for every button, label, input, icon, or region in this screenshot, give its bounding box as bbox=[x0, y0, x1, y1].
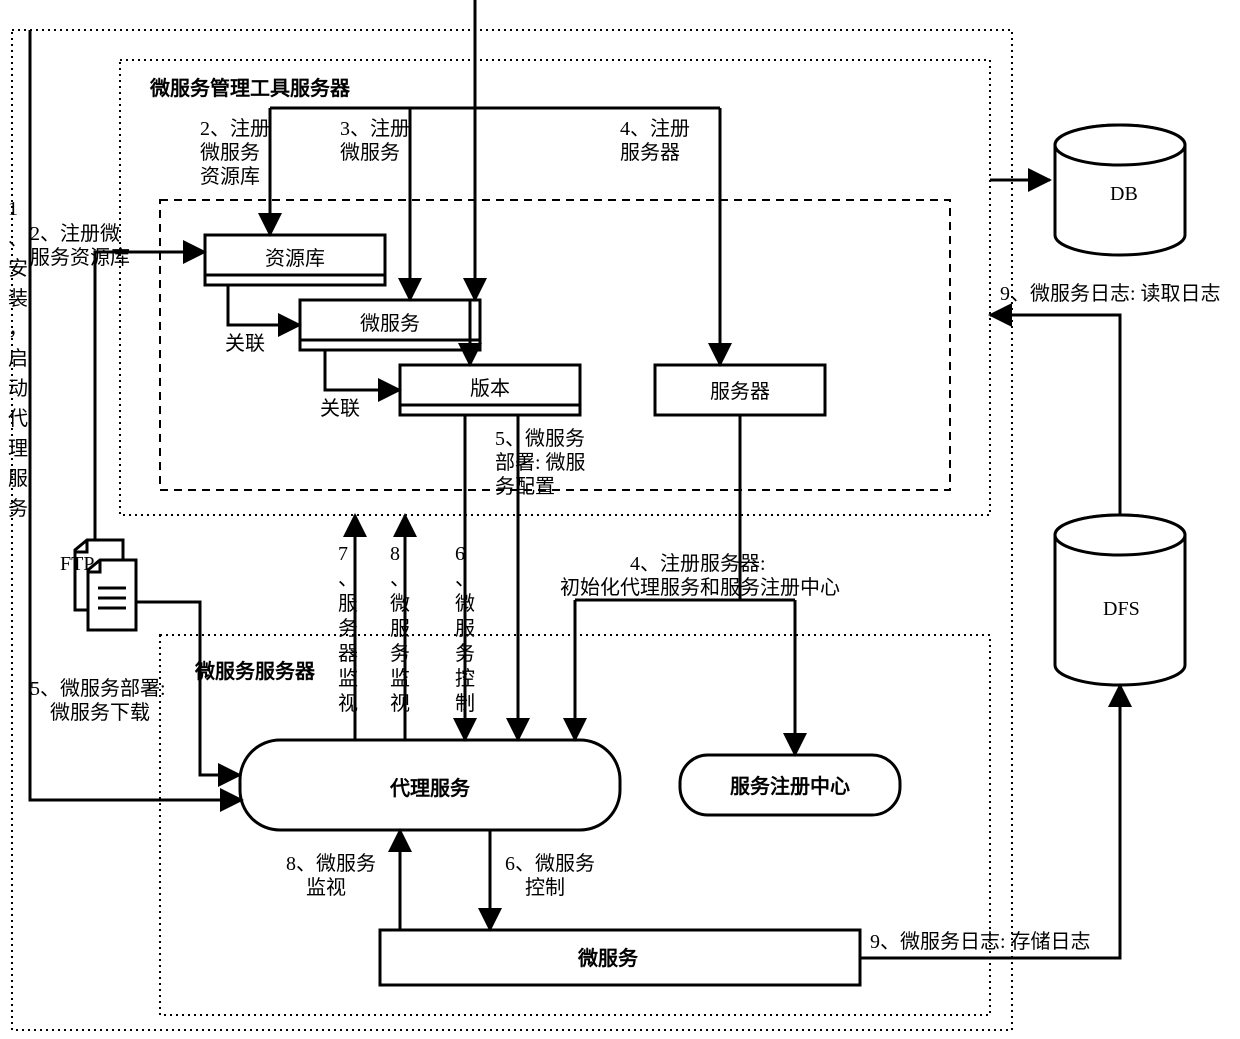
edge-repo-msvc bbox=[228, 285, 300, 325]
svg-text:微: 微 bbox=[455, 592, 475, 615]
label-9a: 9、微服务日志: 存储日志 bbox=[870, 930, 1091, 953]
node-microservice-label: 微服务 bbox=[360, 312, 420, 335]
svg-text:7: 7 bbox=[338, 543, 348, 565]
node-server-label: 服务器 bbox=[710, 380, 770, 403]
label-6t: 6 、 微 服 务 控 制 bbox=[455, 543, 475, 715]
svg-text:，: ， bbox=[8, 318, 28, 340]
edge-msvc-ver bbox=[325, 350, 400, 390]
label-3-top: 3、注册微服务 bbox=[340, 117, 410, 164]
svg-text:6: 6 bbox=[455, 543, 465, 565]
svg-text:、: 、 bbox=[8, 228, 28, 250]
label-8b: 8、微服务监视 bbox=[286, 852, 376, 899]
dfs-cylinder: DFS bbox=[1055, 515, 1185, 685]
svg-text:服: 服 bbox=[338, 593, 358, 615]
node-server: 服务器 bbox=[655, 365, 825, 415]
svg-text:控: 控 bbox=[455, 667, 475, 690]
db-cylinder: DB bbox=[1055, 125, 1185, 255]
svg-text:器: 器 bbox=[338, 643, 358, 665]
diagram-canvas: 微服务管理工具服务器 资源库 微服务 版本 服务器 关联 关联 微服务服务器 代… bbox=[0, 0, 1240, 1039]
label-4-top: 4、注册服务器 bbox=[620, 117, 690, 164]
node-repo-label: 资源库 bbox=[265, 247, 325, 270]
svg-text:1: 1 bbox=[8, 198, 18, 220]
edge-9a bbox=[860, 685, 1120, 958]
label-2-top: 2、注册微服务资源库 bbox=[200, 117, 270, 188]
label-9b: 9、微服务日志: 读取日志 bbox=[1000, 282, 1221, 305]
outer-dotted-box bbox=[12, 30, 1012, 1030]
node-version-label: 版本 bbox=[470, 377, 510, 400]
label-6b: 6、微服务控制 bbox=[505, 852, 595, 899]
svg-text:服: 服 bbox=[455, 618, 475, 640]
svg-text:、: 、 bbox=[455, 568, 475, 590]
svg-text:务: 务 bbox=[390, 642, 410, 665]
label-2b: 2、注册微服务资源库 bbox=[30, 222, 130, 269]
label-4b: 4、注册服务器:初始化代理服务和服务注册中心 bbox=[560, 552, 840, 599]
node-microservice: 微服务 bbox=[300, 300, 480, 350]
node-repo: 资源库 bbox=[205, 235, 385, 285]
node-version: 版本 bbox=[400, 365, 580, 415]
svg-text:动: 动 bbox=[8, 377, 28, 400]
label-8t: 8 、 微 服 务 监 视 bbox=[390, 543, 410, 715]
svg-text:、: 、 bbox=[338, 568, 358, 590]
label-1: 1 、 安 装 ， 启 动 代 理 服 务 bbox=[8, 198, 28, 520]
label-7: 7 、 服 务 器 监 视 bbox=[338, 543, 358, 715]
label-5a: 5、微服务部署: 微服务配置 bbox=[495, 427, 586, 498]
mgmt-server-title: 微服务管理工具服务器 bbox=[149, 76, 351, 100]
svg-text:务: 务 bbox=[455, 642, 475, 665]
svg-text:视: 视 bbox=[390, 692, 410, 715]
svg-text:微: 微 bbox=[390, 592, 410, 615]
ftp-icon: FTP bbox=[60, 540, 136, 630]
svg-text:服: 服 bbox=[8, 468, 28, 490]
edge-msvc-ver-label: 关联 bbox=[320, 397, 360, 420]
svg-text:安: 安 bbox=[8, 257, 28, 280]
svg-text:监: 监 bbox=[338, 667, 358, 690]
dfs-label: DFS bbox=[1103, 598, 1140, 620]
svg-text:务: 务 bbox=[338, 617, 358, 640]
ftp-label: FTP bbox=[60, 553, 94, 575]
svg-text:代: 代 bbox=[8, 407, 28, 430]
edge-repo-msvc-label: 关联 bbox=[225, 332, 265, 355]
node-micro-label: 微服务 bbox=[577, 946, 639, 970]
svg-text:启: 启 bbox=[8, 347, 28, 370]
svg-text:监: 监 bbox=[390, 667, 410, 690]
app-server-title: 微服务服务器 bbox=[194, 659, 316, 683]
svg-text:视: 视 bbox=[338, 692, 358, 715]
svg-text:制: 制 bbox=[455, 692, 475, 715]
svg-text:装: 装 bbox=[8, 287, 28, 310]
db-label: DB bbox=[1110, 183, 1138, 205]
label-5b: 5、微服务部署:微服务下载 bbox=[30, 677, 166, 724]
node-registry-label: 服务注册中心 bbox=[730, 774, 850, 798]
svg-text:务: 务 bbox=[8, 497, 28, 520]
edge-2b bbox=[95, 252, 205, 540]
node-agent-label: 代理服务 bbox=[389, 776, 471, 800]
svg-text:、: 、 bbox=[390, 568, 410, 590]
svg-text:服: 服 bbox=[390, 618, 410, 640]
svg-text:理: 理 bbox=[8, 438, 28, 460]
edge-9b bbox=[990, 315, 1120, 515]
svg-text:8: 8 bbox=[390, 543, 400, 565]
